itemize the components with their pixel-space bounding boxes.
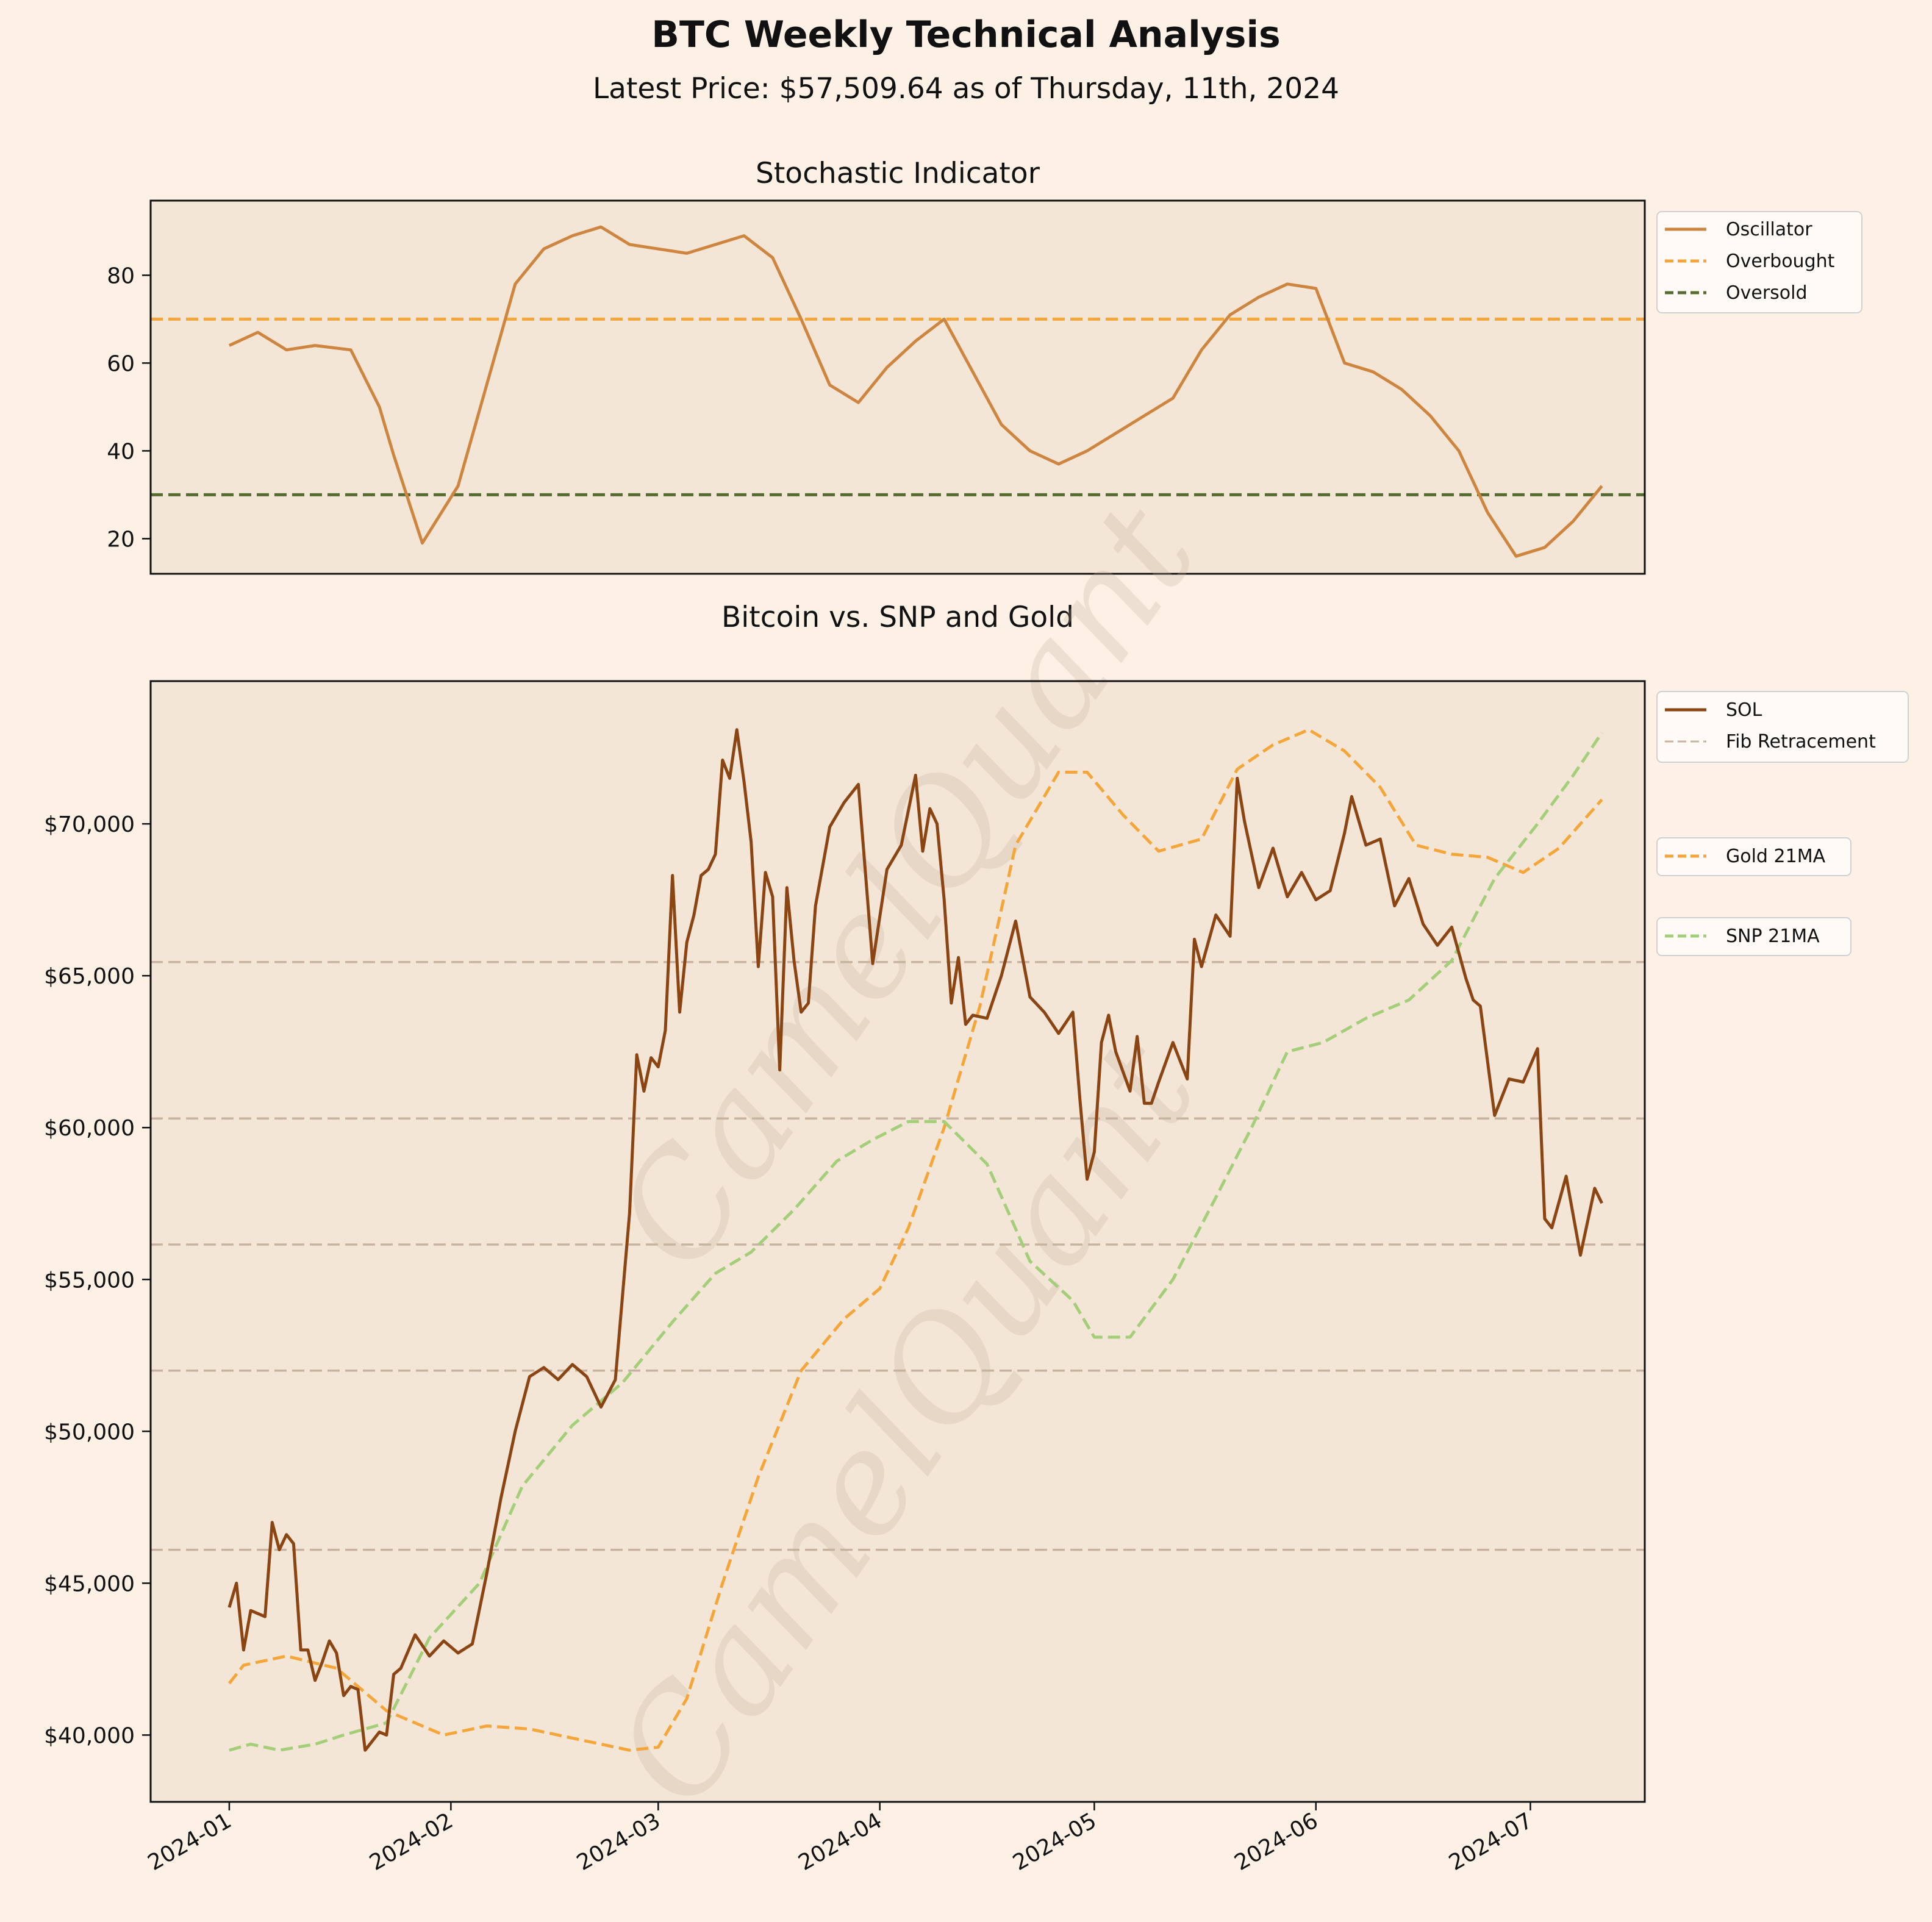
stochastic-legend: Oscillator Overbought Oversold (1656, 211, 1862, 313)
price-ytick-label: $70,000 (44, 812, 135, 837)
snp-21ma-line (229, 732, 1603, 1752)
price-xtick-label: 2024-06 (1230, 1808, 1322, 1876)
price-xtick-label: 2024-03 (573, 1808, 665, 1876)
stochastic-title: Stochastic Indicator (756, 157, 1040, 190)
legend-label: Gold 21MA (1726, 846, 1826, 867)
price-ytick-label: $45,000 (44, 1571, 135, 1596)
price-xtick-label: 2024-04 (794, 1808, 886, 1876)
legend-label: Oscillator (1726, 219, 1812, 240)
stochastic-ytick-label: 40 (107, 439, 135, 464)
page-title: BTC Weekly Technical Analysis (651, 13, 1281, 56)
stochastic-ytick-label: 60 (107, 351, 135, 376)
sol-price-line (227, 728, 1603, 1752)
legend-box (1656, 917, 1852, 956)
price-xtick-label: 2024-05 (1009, 1808, 1101, 1876)
legend-box (1656, 691, 1909, 763)
page-subtitle: Latest Price: $57,509.64 as of Thursday,… (592, 72, 1340, 105)
legend-label: SOL (1726, 699, 1762, 721)
legend-box (1656, 837, 1852, 876)
price-ytick-label: $40,000 (44, 1723, 135, 1748)
stochastic-plot-area (151, 201, 1645, 574)
price-xtick-label: 2024-07 (1445, 1808, 1537, 1876)
legend-box (1656, 211, 1862, 313)
price-title: Bitcoin vs. SNP and Gold (721, 601, 1074, 634)
price-ytick-label: $60,000 (44, 1116, 135, 1141)
price-plot-area (151, 681, 1645, 1802)
price-frame (149, 680, 1646, 1803)
legend-label: SNP 21MA (1726, 926, 1820, 947)
stochastic-ytick-label: 20 (107, 527, 135, 552)
price-ytick-label: $65,000 (44, 964, 135, 989)
legend-label: Overbought (1726, 251, 1835, 272)
price-xtick-label: 2024-01 (144, 1808, 236, 1876)
price-xtick-label: 2024-02 (365, 1808, 457, 1876)
snp-legend: SNP 21MA (1656, 917, 1852, 956)
legend-label: Fib Retracement (1726, 731, 1876, 752)
gold-21ma-line (227, 728, 1603, 1752)
legend-label: Oversold (1726, 282, 1808, 304)
stochastic-frame (149, 199, 1646, 575)
price-legend: SOL Fib Retracement (1656, 691, 1909, 763)
gold-legend: Gold 21MA (1656, 837, 1852, 876)
price-ytick-label: $55,000 (44, 1268, 135, 1293)
oscillator-line (228, 225, 1603, 558)
price-ytick-label: $50,000 (44, 1420, 135, 1445)
stochastic-ytick-label: 80 (107, 263, 135, 288)
